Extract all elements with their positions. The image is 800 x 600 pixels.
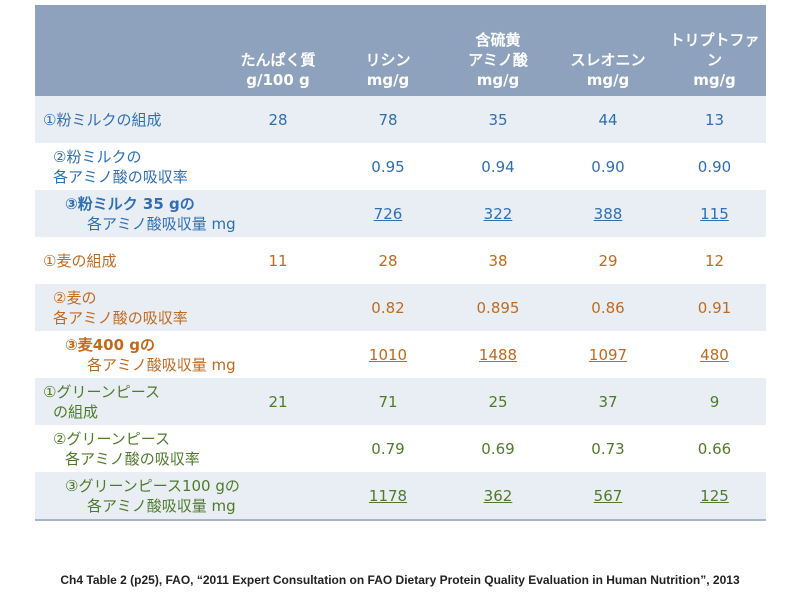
row-label-line: 各アミノ酸の吸収率: [65, 449, 200, 468]
threonine-cell: 1097: [553, 331, 663, 378]
tryptophan-cell: 9: [663, 378, 766, 425]
header-sulfur-title-2: アミノ酸: [468, 51, 528, 69]
threonine-cell: 567: [553, 472, 663, 519]
tryptophan-cell: 0.66: [663, 425, 766, 472]
header-protein-unit: g/100 g: [246, 71, 310, 89]
protein-cell: [223, 143, 333, 190]
row-label: ③グリーンピース100 gの 各アミノ酸吸収量 mg: [35, 472, 240, 519]
table-row: ①グリーンピース の組成 21 71 25 37 9: [35, 378, 766, 425]
tryptophan-cell: 0.90: [663, 143, 766, 190]
protein-cell: 21: [223, 378, 333, 425]
header-lysine-unit: mg/g: [366, 71, 410, 89]
threonine-cell: 0.90: [553, 143, 663, 190]
row-label-line: ②粉ミルクの: [53, 147, 142, 166]
table-row: ①粉ミルクの組成 28 78 35 44 13: [35, 96, 766, 143]
row-label: ①麦の組成: [35, 237, 223, 284]
lysine-cell: 0.95: [333, 143, 443, 190]
sulfur-cell: 0.94: [443, 143, 553, 190]
table-header-row: たんぱく質 g/100 g リシン mg/g 含硫黄 アミノ酸 mg/g スレオ…: [35, 5, 766, 96]
row-label-line: ①グリーンピース: [43, 382, 160, 401]
header-tryptophan-unit: mg/g: [693, 71, 736, 89]
header-protein: たんぱく質 g/100 g: [223, 5, 333, 96]
protein-cell: [223, 331, 333, 378]
row-label-line: 各アミノ酸吸収量 mg: [87, 214, 236, 233]
header-sulfur-amino: 含硫黄 アミノ酸 mg/g: [443, 5, 553, 96]
lysine-cell: 1178: [333, 472, 443, 519]
protein-cell: [223, 190, 333, 237]
header-protein-title: たんぱく質: [240, 51, 316, 69]
sulfur-cell: 362: [443, 472, 553, 519]
lysine-cell: 28: [333, 237, 443, 284]
table-row: ②麦の 各アミノ酸の吸収率 0.82 0.895 0.86 0.91: [35, 284, 766, 331]
threonine-cell: 44: [553, 96, 663, 143]
row-label-line: ③麦400 gの: [65, 335, 155, 354]
threonine-cell: 29: [553, 237, 663, 284]
header-sulfur-title-1: 含硫黄: [475, 31, 521, 49]
row-label: ③麦400 gの 各アミノ酸吸収量 mg: [35, 331, 236, 378]
header-lysine: リシン mg/g: [333, 5, 443, 96]
protein-cell: 28: [223, 96, 333, 143]
protein-cell: [223, 425, 333, 472]
header-tryptophan-title: トリプトファン: [669, 31, 760, 69]
table-row: ②グリーンピース 各アミノ酸の吸収率 0.79 0.69 0.73 0.66: [35, 425, 766, 472]
table-row: ②粉ミルクの 各アミノ酸の吸収率 0.95 0.94 0.90 0.90: [35, 143, 766, 190]
row-label-line: ③粉ミルク 35 gの: [65, 194, 195, 213]
row-label: ②麦の 各アミノ酸の吸収率: [35, 284, 223, 331]
sulfur-cell: 0.895: [443, 284, 553, 331]
source-citation: Ch4 Table 2 (p25), FAO, “2011 Expert Con…: [60, 573, 740, 587]
row-label-line: の組成: [53, 402, 99, 421]
row-label-line: 各アミノ酸の吸収率: [53, 308, 188, 327]
sulfur-cell: 1488: [443, 331, 553, 378]
sulfur-cell: 25: [443, 378, 553, 425]
threonine-cell: 388: [553, 190, 663, 237]
header-empty: [35, 5, 223, 96]
lysine-cell: 0.82: [333, 284, 443, 331]
tryptophan-cell: 0.91: [663, 284, 766, 331]
sulfur-cell: 35: [443, 96, 553, 143]
tryptophan-cell: 115: [663, 190, 766, 237]
header-threonine-unit: mg/g: [586, 71, 630, 89]
lysine-cell: 71: [333, 378, 443, 425]
tryptophan-cell: 480: [663, 331, 766, 378]
row-label-line: 各アミノ酸の吸収率: [53, 167, 188, 186]
row-label: ①グリーンピース の組成: [35, 378, 223, 425]
row-label-line: ②グリーンピース: [53, 429, 170, 448]
header-sulfur-unit: mg/g: [476, 71, 520, 89]
header-lysine-title: リシン: [365, 51, 411, 69]
header-threonine-title: スレオニン: [570, 51, 646, 69]
protein-cell: 11: [223, 237, 333, 284]
protein-cell: [223, 472, 333, 519]
row-label: ②粉ミルクの 各アミノ酸の吸収率: [35, 143, 223, 190]
threonine-cell: 0.73: [553, 425, 663, 472]
threonine-cell: 0.86: [553, 284, 663, 331]
tryptophan-cell: 125: [663, 472, 766, 519]
table-row: ③麦400 gの 各アミノ酸吸収量 mg 1010 1488 1097 480: [35, 331, 766, 378]
row-label: ③粉ミルク 35 gの 各アミノ酸吸収量 mg: [35, 190, 236, 237]
row-label-line: 各アミノ酸吸収量 mg: [87, 496, 236, 515]
threonine-cell: 37: [553, 378, 663, 425]
row-label-line: ②麦の: [53, 288, 97, 307]
table-row: ③粉ミルク 35 gの 各アミノ酸吸収量 mg 726 322 388 115: [35, 190, 766, 237]
amino-acid-table: たんぱく質 g/100 g リシン mg/g 含硫黄 アミノ酸 mg/g スレオ…: [35, 5, 766, 521]
lysine-cell: 0.79: [333, 425, 443, 472]
table-row: ①麦の組成 11 28 38 29 12: [35, 237, 766, 284]
row-label-line: ①粉ミルクの組成: [43, 110, 162, 129]
row-label-line: ③グリーンピース100 gの: [65, 476, 240, 495]
sulfur-cell: 0.69: [443, 425, 553, 472]
row-label: ①粉ミルクの組成: [35, 96, 223, 143]
header-threonine: スレオニン mg/g: [553, 5, 663, 96]
lysine-cell: 1010: [333, 331, 443, 378]
protein-cell: [223, 284, 333, 331]
row-label-line: 各アミノ酸吸収量 mg: [87, 355, 236, 374]
tryptophan-cell: 12: [663, 237, 766, 284]
row-label-line: ①麦の組成: [43, 251, 117, 270]
row-label: ②グリーンピース 各アミノ酸の吸収率: [35, 425, 223, 472]
header-tryptophan: トリプトファン mg/g: [663, 5, 766, 96]
lysine-cell: 726: [333, 190, 443, 237]
sulfur-cell: 38: [443, 237, 553, 284]
tryptophan-cell: 13: [663, 96, 766, 143]
sulfur-cell: 322: [443, 190, 553, 237]
lysine-cell: 78: [333, 96, 443, 143]
table-row: ③グリーンピース100 gの 各アミノ酸吸収量 mg 1178 362 567 …: [35, 472, 766, 519]
